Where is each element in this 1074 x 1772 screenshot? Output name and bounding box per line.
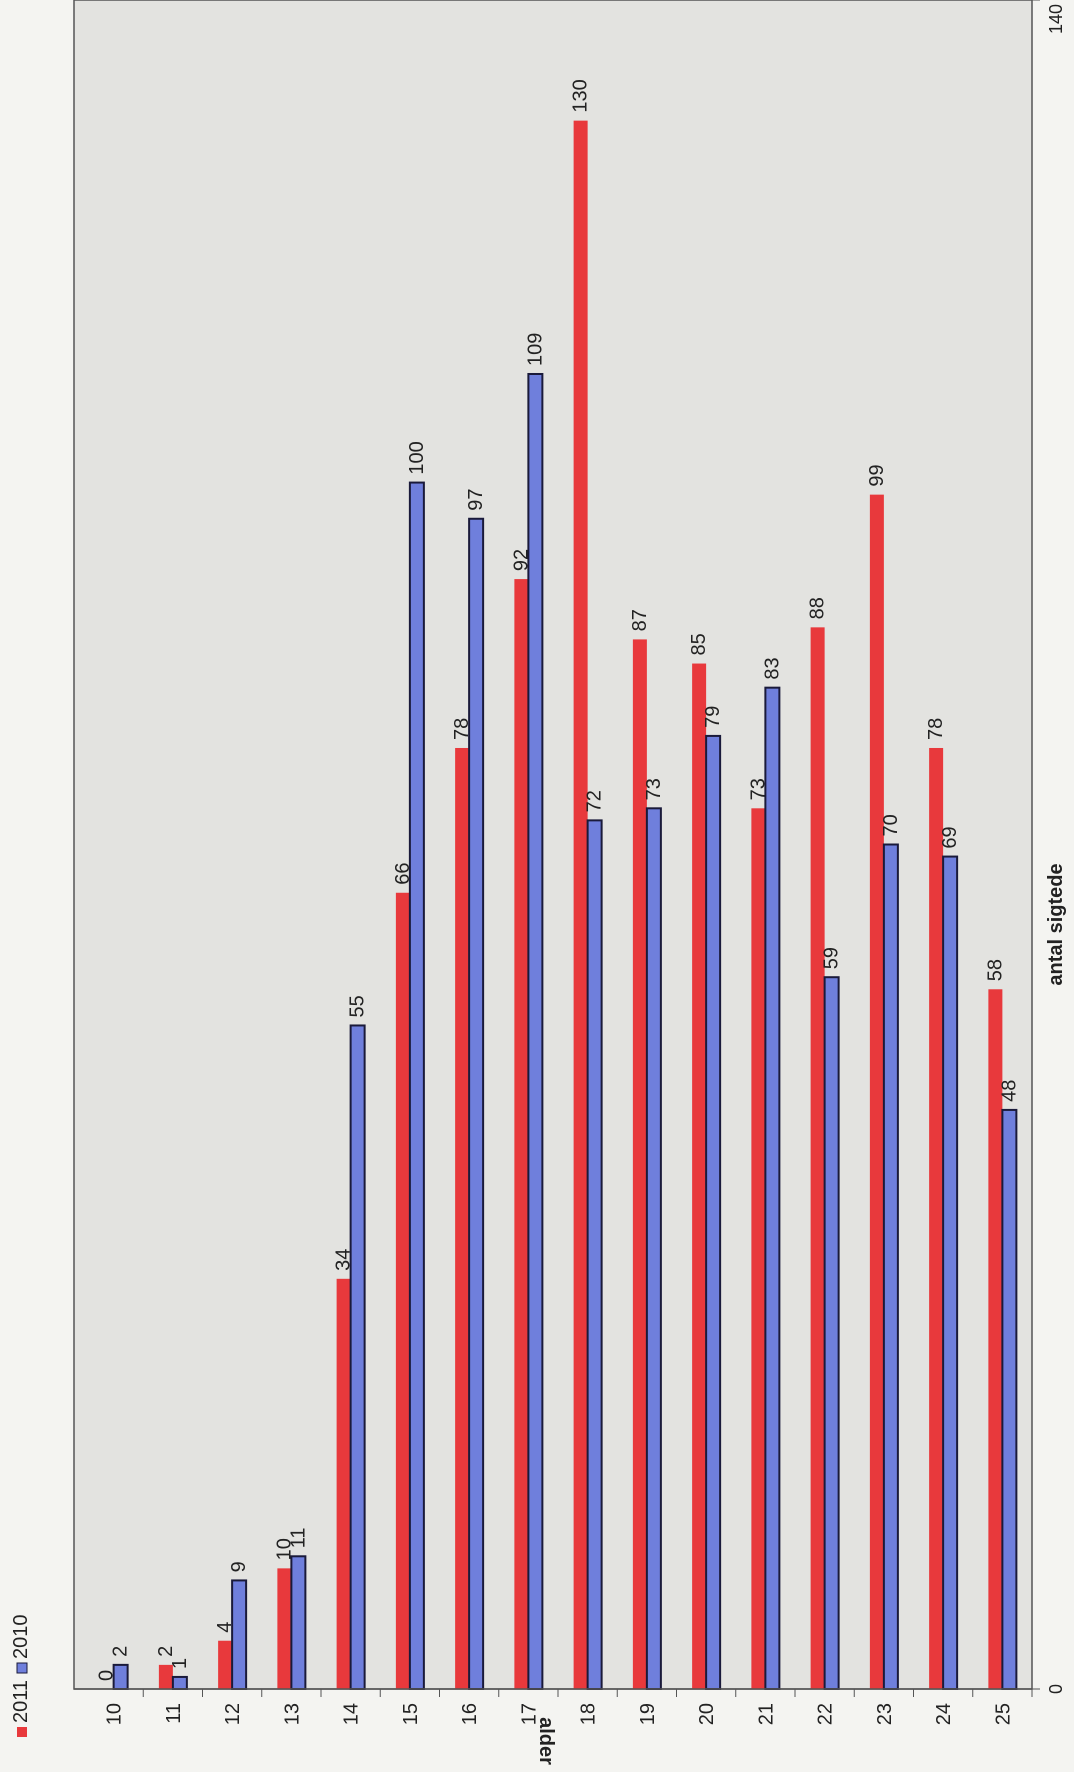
data-label-2010-16: 97 [465,489,487,511]
data-label-2011-23: 99 [866,464,888,486]
bar-2010-23 [882,843,899,1690]
y-axis-title: alder [535,1717,557,1765]
data-label-2010-10: 2 [110,1646,132,1657]
data-label-2011-13: 10 [273,1538,295,1560]
bar-2011-11 [158,1664,173,1689]
data-label-2010-15: 100 [406,441,428,474]
x-axis-title: antal sigtede [1045,863,1067,985]
data-label-2011-10: 0 [96,1670,118,1681]
category-label-24: 24 [933,1703,955,1725]
bar-2011-12 [218,1640,233,1689]
legend-swatch-2010 [16,1662,28,1674]
bar-2011-19 [632,639,647,1689]
category-label-22: 22 [815,1703,837,1725]
bar-2011-25 [988,989,1003,1689]
bar-2010-20 [705,734,722,1690]
bar-2010-14 [349,1024,366,1690]
data-label-2011-22: 88 [807,597,829,619]
category-label-13: 13 [281,1703,303,1725]
category-label-17: 17 [518,1703,540,1725]
bar-2011-13 [277,1568,292,1689]
data-labels-layer: 02 21491011345566100789792109130728773857… [96,79,1021,1681]
category-label-11: 11 [163,1703,185,1724]
data-label-2011-12: 4 [214,1622,236,1633]
data-label-2010-13: 11 [287,1528,309,1549]
data-label-2010-19: 73 [643,778,665,800]
category-label-25: 25 [992,1703,1014,1725]
axis-layer: 10 11 12 13 14 15 16 17 18 19 20 21 22 23 24 25alder014… [74,0,1067,1765]
bar-2011-22 [810,627,825,1689]
data-label-2011-17: 92 [510,549,532,571]
category-label-12: 12 [222,1703,244,1725]
data-label-2010-23: 70 [880,814,902,836]
category-label-16: 16 [459,1703,481,1725]
bar-2011-18 [573,120,588,1689]
bar-2010-22 [823,976,840,1690]
bar-2010-24 [942,855,959,1690]
data-label-2010-24: 69 [939,826,961,848]
value-tick-label-140: 140 [1046,4,1066,34]
data-label-2011-24: 78 [925,718,947,740]
category-label-10: 10 [104,1703,126,1725]
data-label-2010-14: 55 [347,995,369,1017]
data-label-2010-18: 72 [584,790,606,812]
category-label-18: 18 [578,1703,600,1725]
data-label-2011-18: 130 [570,79,592,112]
bar-2011-24 [929,747,944,1689]
data-label-2011-11: 2 [155,1646,177,1657]
legend-label-2011: 2011 [10,1680,32,1723]
data-label-2011-16: 78 [451,718,473,740]
bar-2010-16 [468,517,485,1690]
bar-2010-13 [290,1555,307,1690]
category-label-15: 15 [400,1703,422,1725]
category-label-21: 21 [755,1703,777,1725]
data-label-2010-22: 59 [821,947,843,969]
legend-label-2010: 2010 [10,1615,32,1660]
data-label-2011-15: 66 [392,863,414,885]
data-label-2011-19: 87 [629,609,651,631]
bar-2010-11 [171,1675,188,1690]
bar-2010-25 [1001,1108,1018,1690]
data-label-2010-17: 109 [524,333,546,366]
data-label-2010-25: 48 [998,1080,1020,1102]
bar-2011-23 [869,494,884,1689]
bar-2010-12 [231,1579,248,1690]
category-label-20: 20 [696,1703,718,1725]
bar-2011-14 [336,1278,351,1689]
bar-2011-16 [455,747,470,1689]
bar-2011-17 [514,579,529,1689]
bar-2011-20 [692,663,707,1689]
bar-2010-15 [408,481,425,1690]
data-label-2011-21: 73 [747,778,769,800]
bar-2011-21 [751,808,766,1689]
legend-swatch-2011 [17,1727,27,1737]
bar-2010-18 [586,819,603,1690]
category-label-23: 23 [874,1703,896,1725]
value-tick-label-0: 0 [1046,1684,1066,1694]
bar-2010-19 [645,807,662,1690]
data-label-2011-20: 85 [688,633,710,655]
category-label-14: 14 [341,1703,363,1725]
data-label-2010-20: 79 [702,706,724,728]
category-label-19: 19 [637,1703,659,1725]
bar-2010-21 [764,686,781,1690]
data-label-2010-12: 9 [228,1561,250,1572]
data-label-2010-21: 83 [761,657,783,679]
data-label-2011-25: 58 [984,959,1006,981]
bar-2011-15 [395,892,410,1689]
legend: 2011 2010 [10,1615,32,1737]
data-label-2011-14: 34 [333,1249,355,1271]
data-label-2010-11: 1 [169,1658,191,1669]
